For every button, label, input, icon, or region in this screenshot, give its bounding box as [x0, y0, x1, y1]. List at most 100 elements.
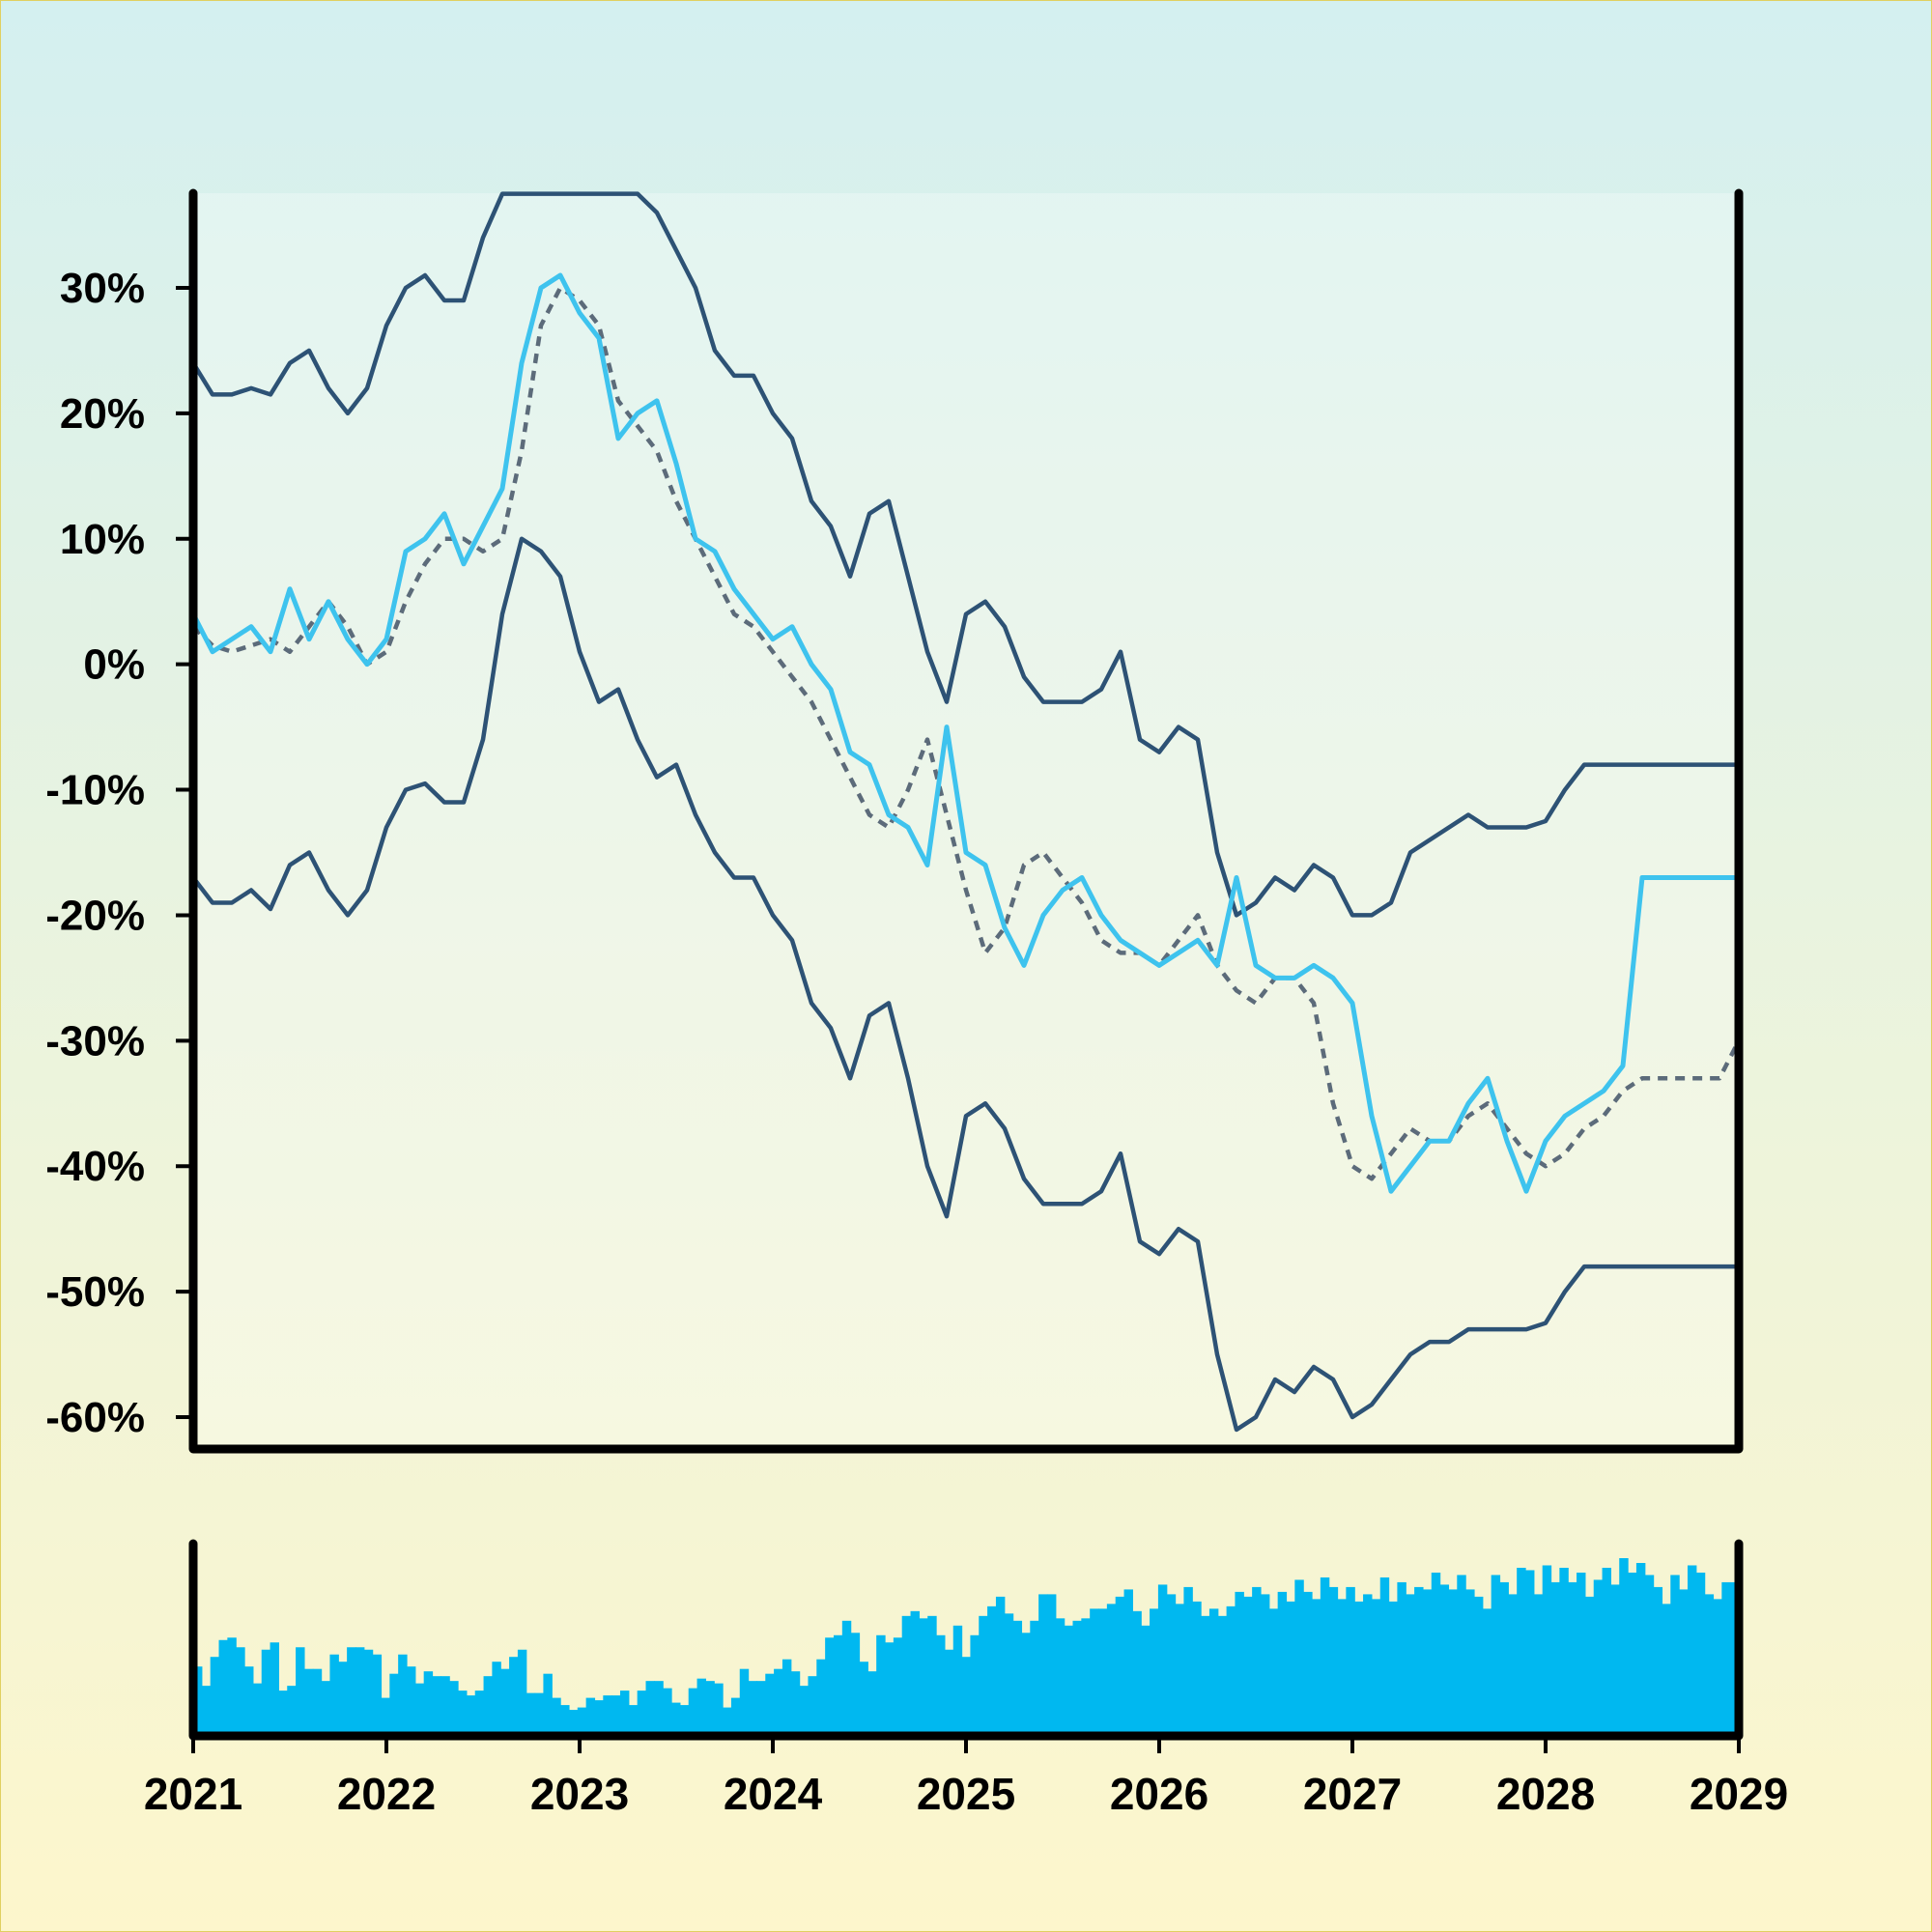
volume-bar	[458, 1690, 468, 1734]
volume-bar	[885, 1642, 895, 1734]
volume-bar	[688, 1688, 698, 1734]
series-line-lower-band	[190, 536, 1742, 1433]
volume-bar	[1201, 1615, 1210, 1734]
volume-bar	[867, 1671, 877, 1734]
volume-bar	[1517, 1567, 1526, 1734]
volume-bar	[329, 1654, 339, 1734]
x-tick-label: 2024	[724, 1769, 823, 1819]
y-tick-label: 30%	[60, 265, 145, 312]
y-tick-label: -10%	[45, 767, 145, 814]
volume-bar	[901, 1615, 912, 1734]
volume-bar	[1628, 1572, 1637, 1734]
volume-bar	[1414, 1586, 1424, 1734]
volume-bar	[1217, 1615, 1228, 1734]
volume-bar	[1183, 1586, 1193, 1734]
volume-bar	[876, 1634, 886, 1734]
volume-bar	[1431, 1572, 1441, 1734]
volume-bar	[995, 1596, 1006, 1734]
volume-bar	[893, 1637, 903, 1734]
volume-bar	[1577, 1572, 1586, 1734]
volume-bar	[730, 1697, 741, 1734]
volume-bar	[1704, 1594, 1715, 1734]
y-tick-label: 10%	[60, 516, 145, 563]
plot-area	[193, 193, 1739, 1449]
volume-bar	[1106, 1604, 1117, 1734]
volume-bar	[363, 1649, 374, 1734]
volume-bar	[252, 1683, 263, 1734]
volume-bar	[1030, 1620, 1039, 1734]
volume-bar	[1525, 1570, 1535, 1734]
volume-bar	[1346, 1586, 1355, 1734]
volume-bar	[1482, 1608, 1492, 1734]
volume-bar	[944, 1649, 954, 1734]
volume-bar	[193, 1666, 203, 1734]
volume-bar	[244, 1666, 254, 1734]
volume-bar	[210, 1657, 220, 1734]
volume-bar	[927, 1615, 937, 1734]
volume-bar	[347, 1647, 356, 1734]
x-tick-label: 2021	[144, 1769, 242, 1819]
volume-bar	[1115, 1596, 1125, 1734]
volume-bar	[1542, 1565, 1552, 1734]
volume-bar	[201, 1686, 212, 1734]
volume-bar	[1286, 1601, 1295, 1734]
volume-bar	[1208, 1608, 1219, 1734]
volume-bar	[355, 1647, 365, 1734]
series-line-price	[190, 272, 1742, 1194]
y-tick-label: -50%	[45, 1268, 145, 1316]
volume-bar	[1098, 1608, 1108, 1734]
volume-bar	[663, 1688, 672, 1734]
volume-bar	[1081, 1618, 1091, 1734]
volume-bar	[517, 1649, 527, 1734]
volume-bar	[1303, 1591, 1313, 1734]
volume-bar	[312, 1668, 323, 1734]
volume-bar	[1406, 1594, 1415, 1734]
volume-bar	[474, 1690, 485, 1734]
volume-bar	[1235, 1591, 1244, 1734]
volume-bar	[1268, 1608, 1279, 1734]
volume-bar	[1277, 1591, 1288, 1734]
volume-bar	[970, 1634, 980, 1734]
x-tick-label: 2023	[530, 1769, 629, 1819]
volume-bar	[500, 1668, 510, 1734]
volume-bar	[372, 1654, 383, 1734]
volume-bar	[270, 1642, 279, 1734]
volume-bar	[1568, 1581, 1577, 1734]
volume-bar	[303, 1668, 314, 1734]
y-tick-label: 0%	[83, 641, 145, 689]
series-line-moving-average	[191, 285, 1742, 1181]
volume-bar	[1653, 1586, 1663, 1734]
main-panel-frame	[188, 188, 1744, 1454]
volume-bar	[1679, 1589, 1689, 1734]
volume-bar	[799, 1686, 810, 1734]
volume-bar	[287, 1686, 297, 1734]
volume-bar	[1457, 1575, 1466, 1734]
volume-bar	[1422, 1589, 1433, 1734]
volume-bar	[1644, 1575, 1655, 1734]
x-tick-label: 2027	[1303, 1769, 1402, 1819]
volume-bar	[1593, 1579, 1604, 1734]
volume-bar	[1619, 1558, 1629, 1734]
volume-bar	[1465, 1589, 1475, 1734]
y-tick-label: -30%	[45, 1017, 145, 1065]
volume-bar	[628, 1705, 639, 1734]
volume-bar	[705, 1681, 715, 1734]
volume-bar	[1337, 1599, 1347, 1734]
volume-bar	[577, 1707, 587, 1734]
volume-bar	[696, 1678, 706, 1734]
volume-bar	[227, 1637, 237, 1734]
volume-bar	[637, 1690, 647, 1734]
volume-bar	[278, 1690, 288, 1734]
volume-bar	[560, 1705, 570, 1734]
volume-bar	[790, 1671, 801, 1734]
volume-bar	[483, 1676, 493, 1734]
volume-bar	[961, 1657, 972, 1734]
volume-bar	[1157, 1584, 1168, 1734]
volume-bar	[1150, 1608, 1159, 1734]
volume-bar	[1388, 1601, 1399, 1734]
x-tick-label: 2026	[1110, 1769, 1208, 1819]
volume-bar	[406, 1666, 416, 1734]
volume-bar	[979, 1615, 988, 1734]
